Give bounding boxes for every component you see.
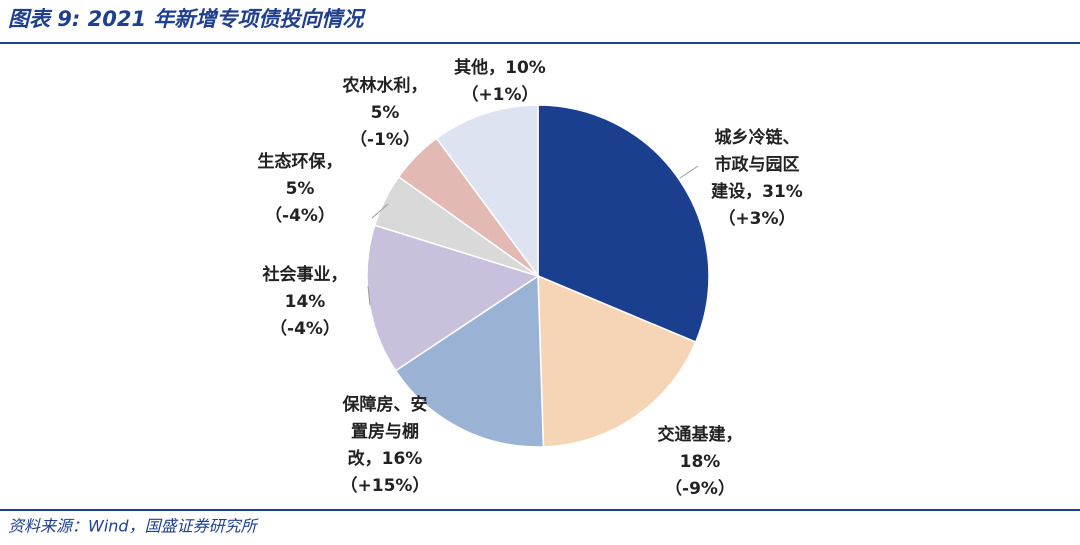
slice-label: 5%	[286, 179, 315, 199]
slice-label: 其他，10%	[454, 57, 546, 78]
leader-line	[371, 203, 389, 219]
slice-label: 18%	[680, 452, 721, 472]
source: 资料来源：Wind，国盛证券研究所	[8, 517, 260, 536]
slice-label: 改，16%	[348, 448, 423, 469]
slice-label: 社会事业，	[262, 264, 348, 285]
change-label: （+3%）	[718, 208, 795, 229]
slice-label: 交通基建，	[658, 424, 743, 445]
change-label: （+1%）	[461, 84, 538, 105]
slice-label: 置房与棚	[351, 421, 419, 442]
chart-title: 图表 9: 2021 年新增专项债投向情况	[8, 7, 366, 31]
slice-label: 14%	[285, 292, 326, 312]
change-label: （+15%）	[341, 475, 430, 496]
leader-line	[679, 165, 699, 179]
change-label: （-4%）	[270, 318, 340, 339]
slice-label: 建设，31%	[711, 181, 803, 202]
change-label: （-4%）	[265, 205, 335, 226]
pie-slice	[435, 104, 539, 279]
pie-slice	[537, 104, 710, 344]
slice-label: 5%	[371, 103, 400, 123]
slice-label: 农林水利，	[342, 75, 428, 96]
slice-label: 城乡冷链、	[715, 127, 800, 148]
slice-label: 生态环保，	[258, 151, 343, 172]
leader-line	[367, 285, 371, 306]
change-label: （-1%）	[350, 129, 420, 150]
slice-label: 保障房、安	[342, 394, 428, 415]
slice-label: 市政与园区	[715, 154, 800, 175]
pie-slice	[366, 224, 540, 372]
change-label: （-9%）	[665, 478, 735, 499]
pie-slice	[537, 274, 697, 448]
pie-slice	[394, 274, 545, 448]
